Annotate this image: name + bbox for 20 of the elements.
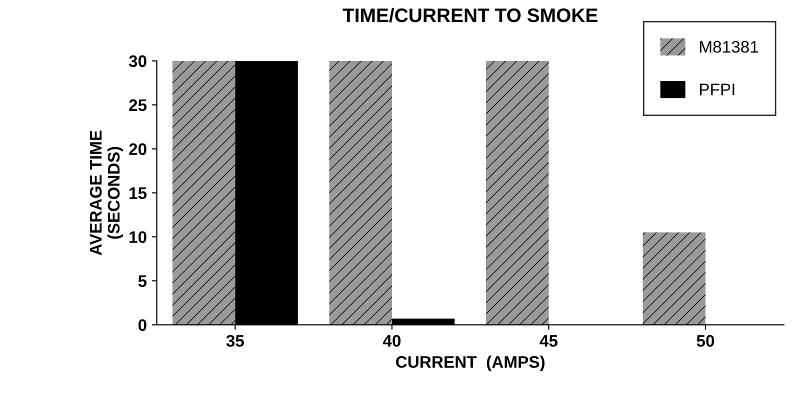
y-tick-label: 30 xyxy=(128,55,146,68)
chart-title: TIME/CURRENT TO SMOKE xyxy=(342,8,598,22)
bar xyxy=(329,60,392,325)
y-tick-label: 15 xyxy=(130,187,147,200)
bar xyxy=(172,60,236,325)
y-tick-label: 25 xyxy=(129,99,147,112)
y-tick-label: 20 xyxy=(129,143,146,156)
x-tick-label: 35 xyxy=(226,334,244,347)
y-tick-label: 5 xyxy=(138,275,147,288)
x-tick-label: 50 xyxy=(696,334,714,347)
y-tick-label: 10 xyxy=(130,231,146,244)
x-axis-title: CURRENT (AMPS) xyxy=(396,356,545,372)
bar xyxy=(642,232,706,325)
x-tick-label: 45 xyxy=(540,335,558,347)
x-tick-label: 40 xyxy=(382,334,401,347)
y-tick-label: 0 xyxy=(138,319,146,332)
legend-label: M81381 xyxy=(700,40,758,53)
legend-label: PFPI xyxy=(700,84,734,96)
y-axis-title: AVERAGE TIME (SECONDS) xyxy=(90,130,123,256)
bar xyxy=(486,60,549,325)
